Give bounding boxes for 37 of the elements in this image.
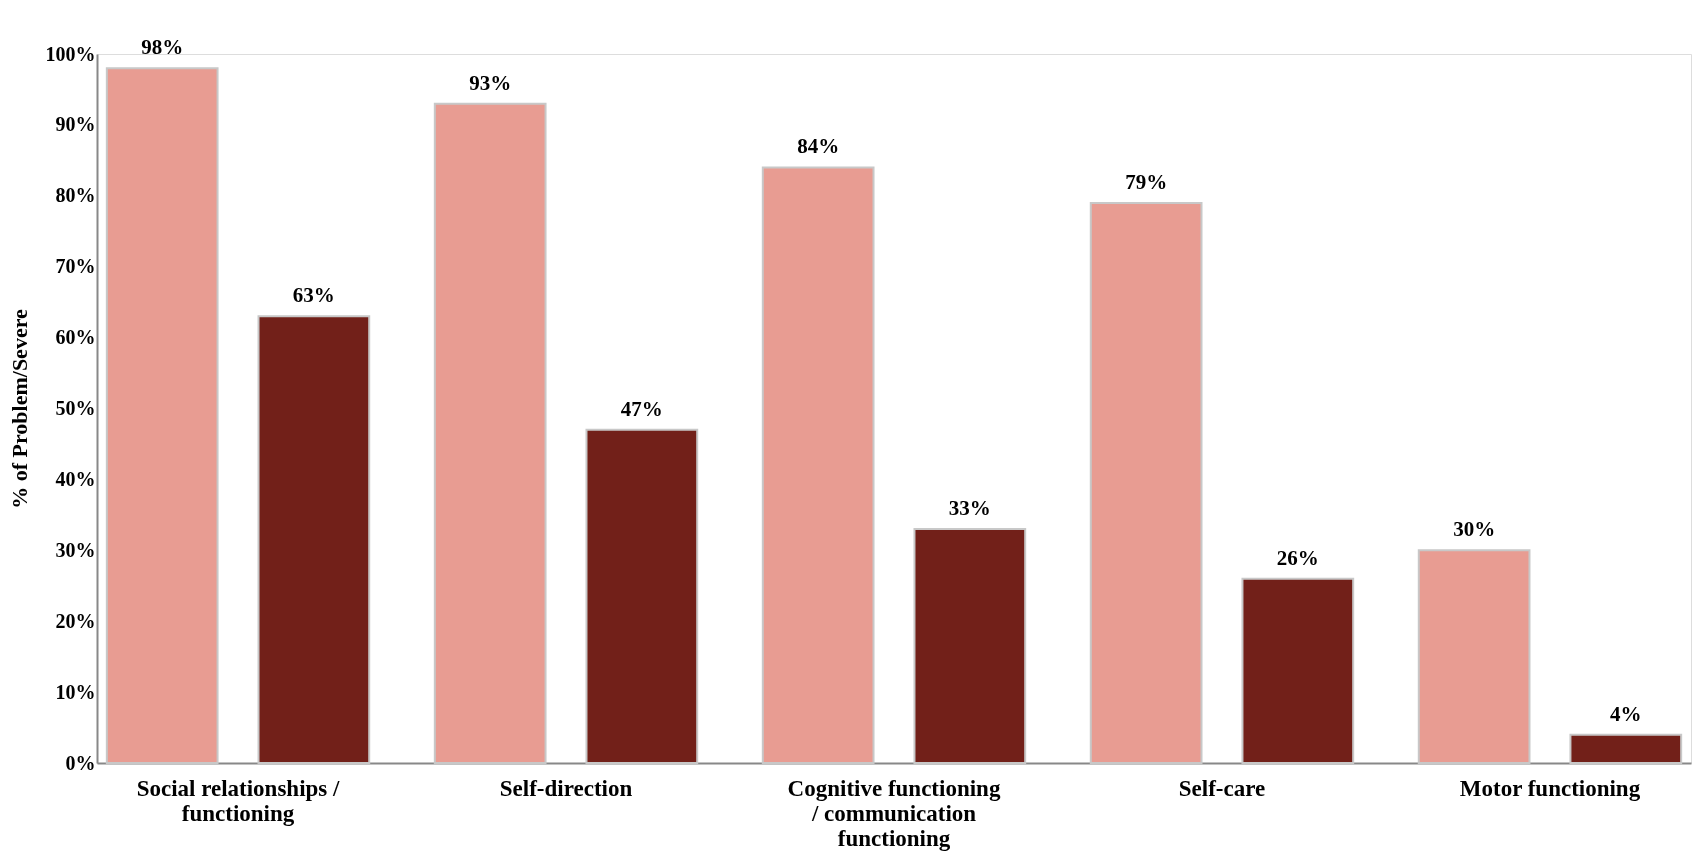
- data-label: 4%: [1610, 701, 1642, 726]
- y-tick-label: 20%: [55, 609, 96, 632]
- x-tick-label: Self-care: [1178, 775, 1266, 801]
- bar: [1241, 577, 1355, 764]
- y-axis-title: % of Problem/Severe: [6, 308, 32, 509]
- y-tick-label: 70%: [55, 255, 96, 278]
- y-tick-label: 10%: [55, 680, 96, 703]
- x-tick-label: Motor functioning: [1459, 775, 1641, 801]
- y-tick-label: 40%: [55, 467, 96, 490]
- data-label: 30%: [1453, 517, 1496, 542]
- y-tick-label: 100%: [45, 42, 96, 65]
- y-tick-label: 0%: [65, 751, 96, 774]
- data-label: 93%: [469, 70, 512, 95]
- y-tick-label: 50%: [55, 397, 96, 419]
- data-label: 84%: [797, 134, 840, 159]
- bar: [105, 67, 219, 764]
- y-tick-label: 60%: [55, 326, 96, 349]
- bar: [761, 166, 875, 764]
- bar: [1569, 733, 1683, 764]
- x-tick-label: Social relationships / functioning: [136, 775, 341, 826]
- x-tick-label: Cognitive functioning / communication functioning: [787, 775, 1001, 851]
- data-label: 98%: [141, 35, 184, 60]
- data-label: 47%: [620, 396, 663, 421]
- x-tick-label: Self-direction: [499, 775, 633, 801]
- y-tick-label: 90%: [55, 113, 96, 136]
- data-label: 26%: [1276, 545, 1319, 570]
- bar: [257, 315, 371, 764]
- bar: [585, 428, 699, 764]
- bar: [1417, 549, 1531, 764]
- data-label: 79%: [1125, 169, 1168, 194]
- data-label: 33%: [948, 496, 991, 521]
- y-tick-label: 30%: [55, 538, 96, 561]
- bar: [433, 102, 547, 764]
- bar: [1089, 201, 1203, 764]
- data-label: 63%: [292, 283, 335, 308]
- y-tick-label: 80%: [55, 184, 96, 207]
- bar: [913, 528, 1027, 764]
